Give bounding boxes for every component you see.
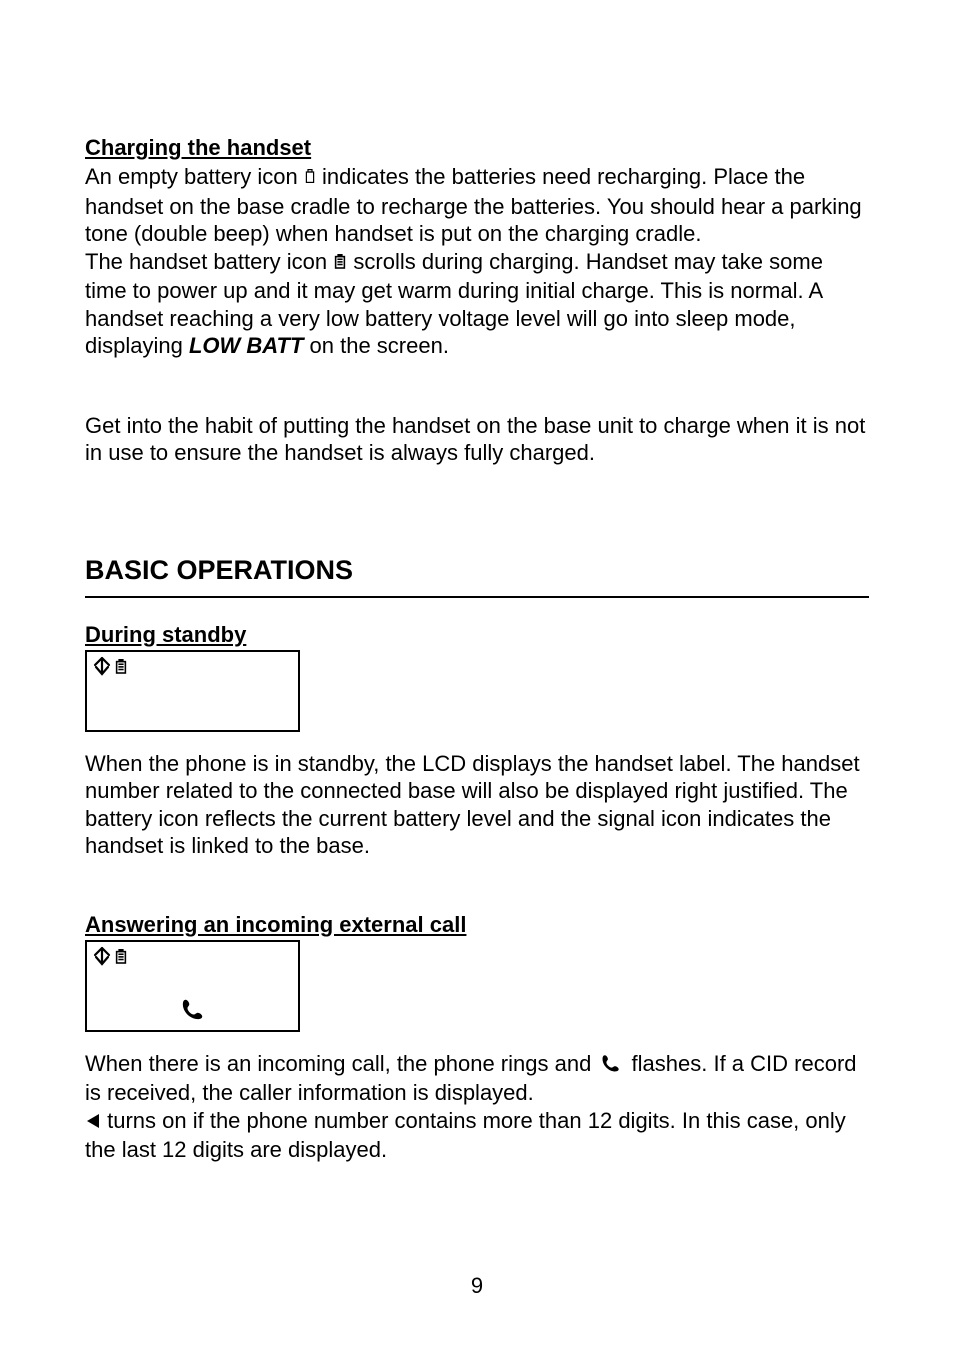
paragraph-charging-3: Get into the habit of putting the handse…	[85, 412, 869, 467]
divider	[85, 596, 869, 598]
battery-empty-icon	[304, 165, 316, 193]
lcd-standby-icons	[93, 656, 292, 681]
triangle-left-icon	[85, 1109, 101, 1137]
heading-basic-operations: BASIC OPERATIONS	[85, 555, 869, 586]
text-low-batt: LOW BATT	[189, 333, 303, 358]
text-answering-2a: turns on if the phone number contains mo…	[85, 1108, 846, 1163]
lcd-standby	[85, 650, 300, 732]
paragraph-charging-1: An empty battery icon indicates the batt…	[85, 163, 869, 248]
text-charging-2c: on the screen.	[303, 333, 449, 358]
battery-full-icon	[114, 656, 128, 681]
paragraph-answering-1: When there is an incoming call, the phon…	[85, 1050, 869, 1107]
text-charging-1a: An empty battery icon	[85, 164, 304, 189]
heading-charging: Charging the handset	[85, 135, 869, 161]
signal-icon	[93, 946, 111, 971]
heading-standby: During standby	[85, 622, 869, 648]
lcd-answering-icons	[93, 946, 292, 971]
phone-icon	[597, 1052, 625, 1080]
text-charging-2a: The handset battery icon	[85, 249, 333, 274]
battery-full-icon	[333, 250, 347, 278]
phone-icon	[176, 997, 210, 1026]
text-answering-1a: When there is an incoming call, the phon…	[85, 1051, 597, 1076]
paragraph-charging-2: The handset battery icon scrolls during …	[85, 248, 869, 360]
paragraph-standby: When the phone is in standby, the LCD di…	[85, 750, 869, 860]
heading-answering: Answering an incoming external call	[85, 912, 869, 938]
signal-icon	[93, 656, 111, 681]
lcd-answering	[85, 940, 300, 1032]
battery-full-icon	[114, 946, 128, 971]
page-number: 9	[0, 1273, 954, 1299]
paragraph-answering-2: turns on if the phone number contains mo…	[85, 1107, 869, 1164]
